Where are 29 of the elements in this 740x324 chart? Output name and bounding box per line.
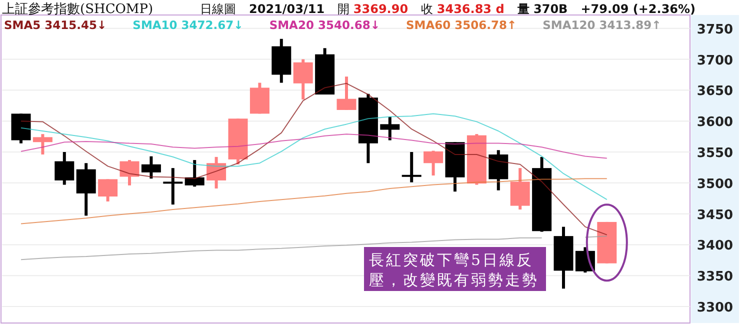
candlestick	[163, 168, 183, 205]
y-tick-label: 3350	[696, 270, 734, 285]
candlestick	[32, 134, 52, 154]
y-tick-label: 3700	[696, 53, 734, 68]
y-tick-label: 3750	[696, 22, 734, 38]
y-tick-label: 3600	[696, 115, 734, 130]
candlestick	[402, 152, 422, 182]
candlestick	[184, 160, 204, 187]
header: 日線圖 2021/03/11 開 3369.90 收 3436.83 d 量 370B +79.09 (+2.36%)	[200, 2, 696, 16]
y-tick-label: 3450	[696, 208, 734, 223]
annotation: 長紅突破下彎5日線反壓，改變既有弱勢走勢	[369, 251, 539, 289]
candlestick	[293, 59, 313, 100]
candlestick	[141, 156, 161, 179]
chart-title: 上証參考指數(SHCOMP)	[2, 2, 154, 17]
line-series	[20, 134, 608, 159]
y-tick-label: 3400	[696, 238, 734, 254]
y-tick-label: 3550	[696, 146, 734, 161]
candlestick	[424, 150, 444, 176]
candlestick	[380, 116, 400, 140]
candlestick	[336, 76, 356, 110]
legend: SMA5 3415.45↓ SMA10 3472.67↓ SMA20 3540.68↓ SMA60 3506.78↑ SMA120 3413.89↑	[4, 18, 662, 32]
candlestick	[120, 160, 140, 186]
line-series	[20, 178, 608, 224]
note: 長紅突破下彎5日線反壓，改變既有弱勢走勢	[364, 247, 546, 291]
candlestick	[54, 152, 74, 185]
y-tick-label: 3500	[696, 176, 734, 192]
candlestick	[98, 179, 118, 202]
y-tick-label: 3650	[696, 84, 734, 100]
y-tick-label: 3300	[696, 300, 734, 316]
